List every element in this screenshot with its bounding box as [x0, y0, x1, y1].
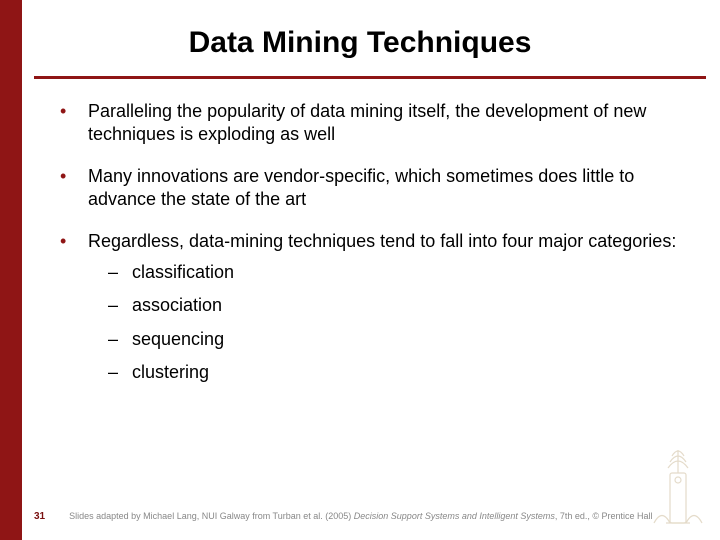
footer-credit: Slides adapted by Michael Lang, NUI Galw… [69, 511, 706, 522]
title-underline [34, 76, 706, 79]
slide-body: • Paralleling the popularity of data min… [60, 100, 688, 395]
left-accent-bar [0, 0, 22, 540]
bullet-marker: • [60, 230, 88, 253]
page-number: 31 [34, 511, 45, 522]
bullet-text: Regardless, data-mining techniques tend … [88, 230, 688, 253]
sub-bullet-list: – classification – association – sequenc… [108, 261, 688, 385]
footer-credit-prefix: Slides adapted by Michael Lang, NUI Galw… [69, 511, 354, 521]
sub-bullet-text: clustering [132, 361, 209, 384]
sub-bullet-marker: – [108, 294, 132, 317]
slide-title: Data Mining Techniques [0, 26, 720, 60]
footer-credit-title: Decision Support Systems and Intelligent… [354, 511, 555, 521]
sub-bullet-text: association [132, 294, 222, 317]
sub-bullet-item: – classification [108, 261, 688, 284]
sub-bullet-text: classification [132, 261, 234, 284]
sub-bullet-marker: – [108, 328, 132, 351]
bullet-marker: • [60, 100, 88, 147]
bullet-text: Paralleling the popularity of data minin… [88, 100, 688, 147]
sub-bullet-item: – sequencing [108, 328, 688, 351]
bullet-item: • Regardless, data-mining techniques ten… [60, 230, 688, 253]
bullet-item: • Paralleling the popularity of data min… [60, 100, 688, 147]
slide-footer: 31 Slides adapted by Michael Lang, NUI G… [34, 511, 706, 522]
sub-bullet-item: – association [108, 294, 688, 317]
footer-credit-suffix: , 7th ed., © Prentice Hall [555, 511, 653, 521]
sub-bullet-marker: – [108, 361, 132, 384]
bullet-marker: • [60, 165, 88, 212]
sub-bullet-text: sequencing [132, 328, 224, 351]
sub-bullet-item: – clustering [108, 361, 688, 384]
watermark-logo-icon [648, 438, 708, 528]
sub-bullet-marker: – [108, 261, 132, 284]
bullet-item: • Many innovations are vendor-specific, … [60, 165, 688, 212]
bullet-text: Many innovations are vendor-specific, wh… [88, 165, 688, 212]
